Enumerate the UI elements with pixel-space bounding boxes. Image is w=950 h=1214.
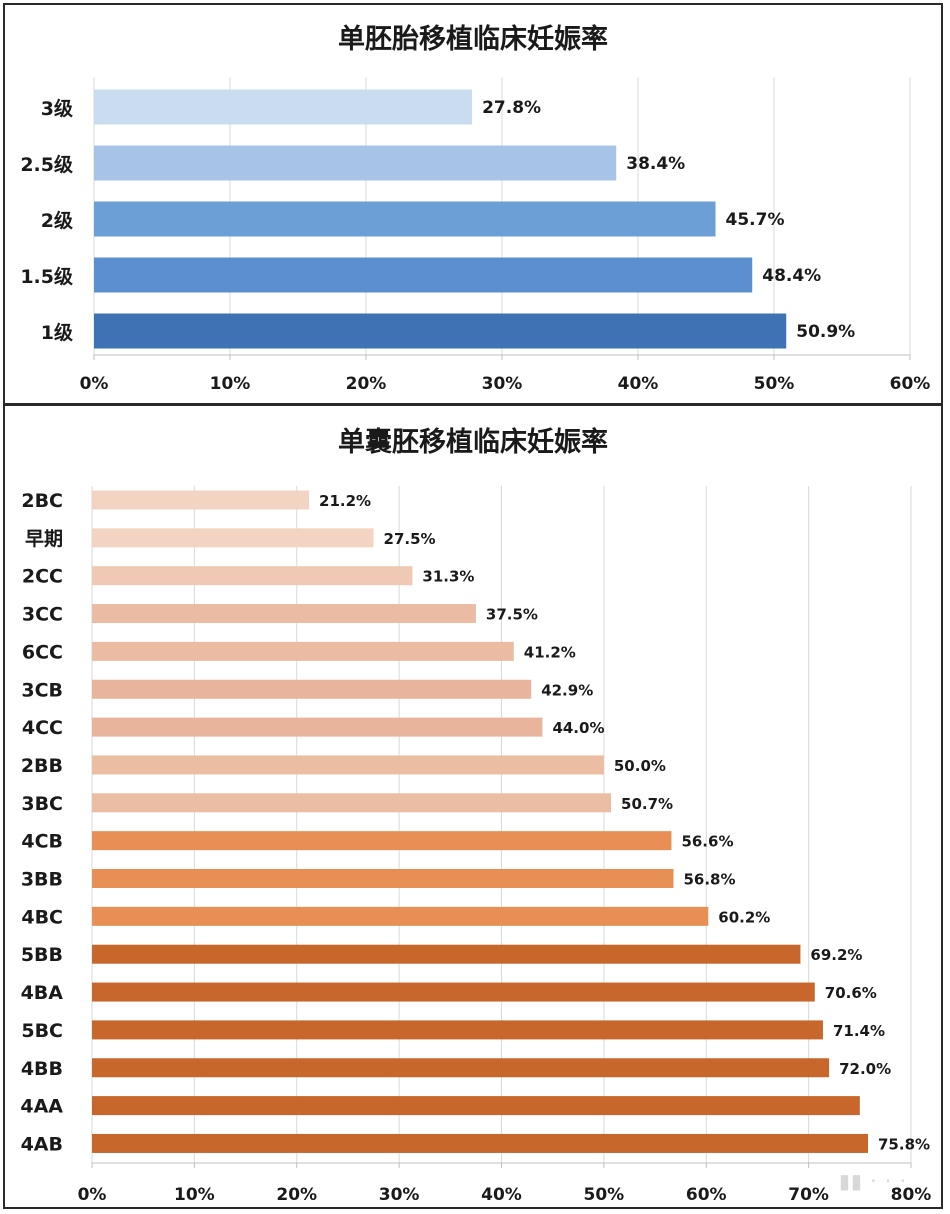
value-label: 70.6% <box>825 984 877 1002</box>
bar <box>92 1020 823 1040</box>
chart-panel-bottom: 单囊胚移植临床妊娠率 0% 10% 20% 30% 40% 50% 60% 70% 80% 2BC… <box>3 404 943 1209</box>
category-label: 4AB <box>21 1133 63 1155</box>
value-label: 71.4% <box>833 1022 885 1040</box>
chart-title-bottom: 单囊胚移植临床妊娠率 <box>338 427 608 458</box>
value-label: 41.2% <box>524 643 576 661</box>
chart-title-top: 单胚胎移植临床妊娠率 <box>338 24 608 55</box>
x-tick-label: 20% <box>276 1185 317 1205</box>
x-tick-label: 50% <box>754 374 795 394</box>
category-label: 6CC <box>22 641 63 663</box>
x-tick-label: 10% <box>174 1185 215 1205</box>
value-label: 50.0% <box>614 757 666 775</box>
value-label: 56.6% <box>681 833 733 851</box>
category-label: 2CC <box>22 566 63 588</box>
bar <box>92 906 709 926</box>
x-tick-label: 30% <box>482 374 523 394</box>
x-tick-label: 40% <box>481 1185 522 1205</box>
value-label: 50.9% <box>796 322 855 342</box>
bar <box>94 89 473 125</box>
value-label: 69.2% <box>810 946 862 964</box>
bar <box>94 201 716 237</box>
bar <box>92 604 476 624</box>
category-label: 4BC <box>21 906 63 928</box>
category-label: 早期 <box>25 528 63 550</box>
category-label: 2.5级 <box>20 153 73 176</box>
value-label: 42.9% <box>541 681 593 699</box>
x-tick-label: 40% <box>618 374 659 394</box>
value-label: 37.5% <box>486 606 538 624</box>
category-label: 2BB <box>21 755 63 777</box>
category-label: 4CB <box>21 831 63 853</box>
x-tick-label: 50% <box>584 1185 625 1205</box>
bar <box>92 528 374 548</box>
chart-panel-top: 单胚胎移植临床妊娠率 0% 10% 20% 30% 40% 50% 60% 3级 27.8% 2.… <box>3 3 943 405</box>
value-label: 27.5% <box>384 530 436 548</box>
category-label: 3级 <box>41 97 73 120</box>
bar <box>92 755 604 775</box>
x-tick-label: 20% <box>346 374 387 394</box>
x-tick-label: 10% <box>210 374 251 394</box>
value-label: 27.8% <box>482 98 541 118</box>
bar <box>92 1133 869 1153</box>
category-label: 5BC <box>21 1020 63 1042</box>
bar <box>94 313 787 349</box>
category-label: 3BB <box>21 869 63 891</box>
category-label: 4CC <box>22 717 63 739</box>
value-label: 44.0% <box>552 719 604 737</box>
chart-plot-bottom: 0% 10% 20% 30% 40% 50% 60% 70% 80% 2BC 21.2% 早期 27.5… <box>20 486 932 1205</box>
bar <box>94 145 617 181</box>
category-label: 3BC <box>21 793 63 815</box>
bar <box>92 490 310 510</box>
value-label: 21.2% <box>319 492 371 510</box>
bar <box>92 1096 860 1116</box>
category-label: 2级 <box>41 209 73 232</box>
bar <box>92 869 674 888</box>
bar <box>92 641 514 661</box>
bar <box>94 257 753 293</box>
category-label: 2BC <box>21 490 63 512</box>
bar <box>92 679 532 699</box>
x-tick-label: 30% <box>379 1185 420 1205</box>
x-tick-label: 0% <box>78 1185 107 1205</box>
watermark: ▮▮ · · · <box>838 1169 907 1193</box>
x-tick-label: 60% <box>686 1185 727 1205</box>
bar <box>92 831 672 851</box>
category-label: 4BA <box>21 982 64 1004</box>
x-tick-label: 80% <box>891 1185 932 1205</box>
x-tick-label: 0% <box>80 374 109 394</box>
value-label: 48.4% <box>762 266 821 286</box>
value-label: 38.4% <box>626 154 685 174</box>
value-label: 75.8% <box>878 1135 930 1153</box>
category-label: 4AA <box>20 1096 63 1118</box>
bar <box>92 793 612 813</box>
bar <box>92 566 413 586</box>
x-tick-label: 60% <box>890 374 931 394</box>
value-label: 50.7% <box>621 795 673 813</box>
value-label: 45.7% <box>726 210 785 230</box>
category-label: 5BB <box>21 944 63 966</box>
category-label: 4BB <box>21 1058 63 1080</box>
value-label: 72.0% <box>839 1060 891 1078</box>
chart-plot-top: 0% 10% 20% 30% 40% 50% 60% 3级 27.8% 2.5级 38.4% 2级 45… <box>20 77 931 394</box>
category-label: 3CC <box>22 604 63 626</box>
category-label: 3CB <box>21 679 63 701</box>
x-tick-label: 70% <box>788 1185 829 1205</box>
value-label: 31.3% <box>422 568 474 586</box>
category-label: 1级 <box>41 321 73 344</box>
category-label: 1.5级 <box>20 265 73 288</box>
value-label: 60.2% <box>718 908 770 926</box>
value-label: 56.8% <box>683 871 735 889</box>
bar <box>92 1058 830 1078</box>
bar <box>92 944 801 964</box>
bar <box>92 717 543 737</box>
bar <box>92 982 815 1002</box>
